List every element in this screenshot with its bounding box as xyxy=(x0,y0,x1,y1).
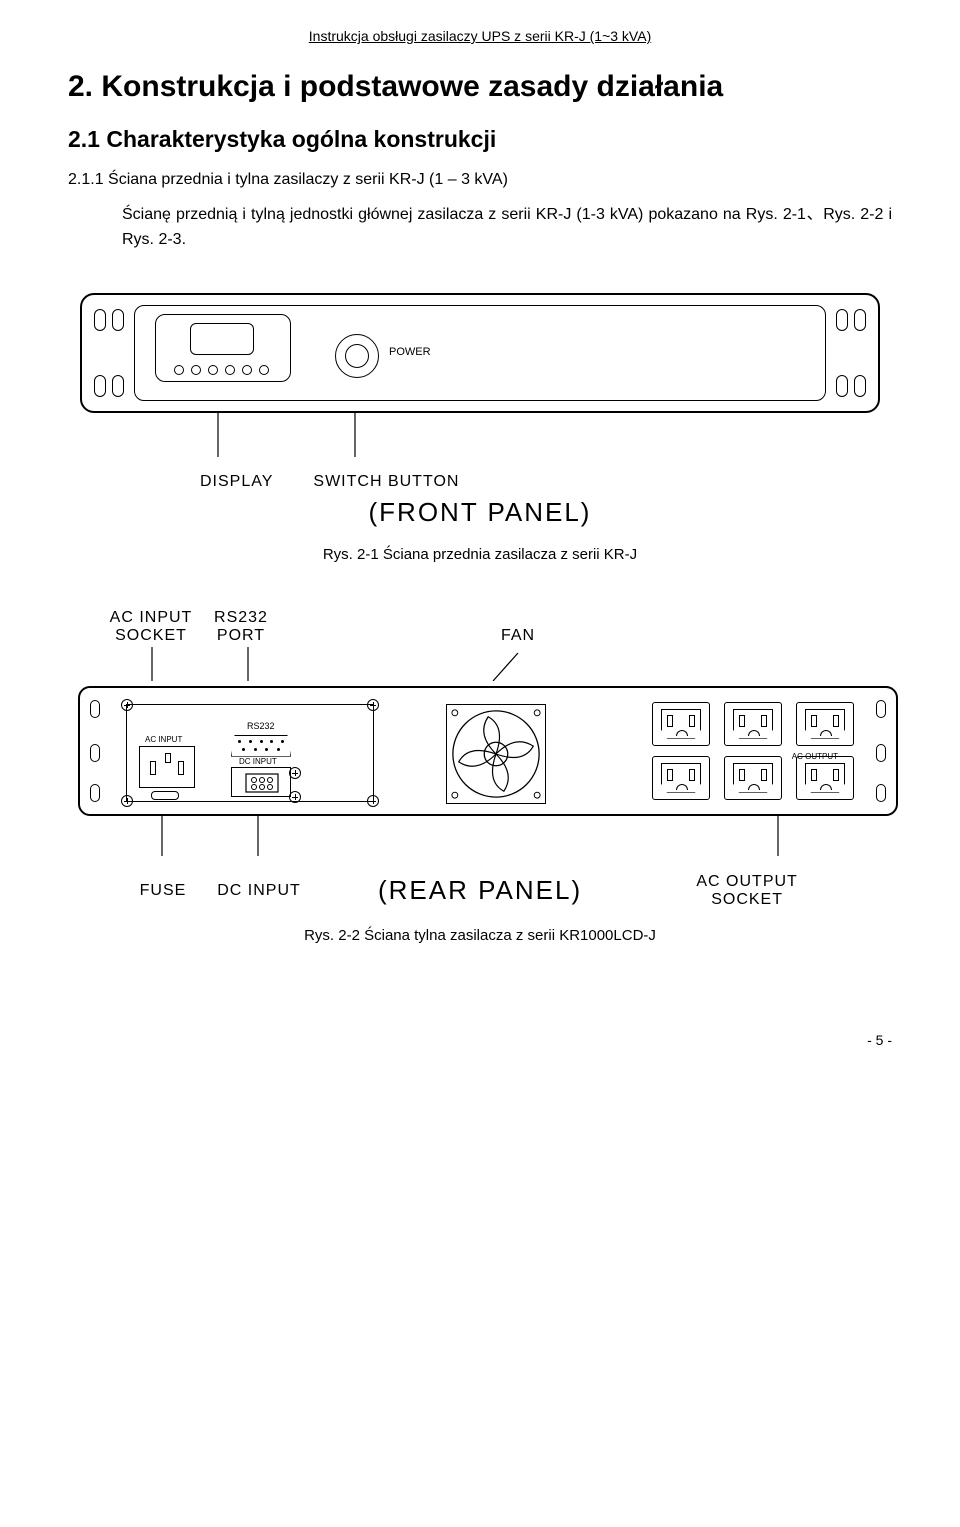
section-title: Konstrukcja i podstawowe zasady działani… xyxy=(101,70,723,103)
front-leaders xyxy=(80,413,880,469)
rack-hole xyxy=(112,309,124,331)
ac-output-label: AC OUTPUT xyxy=(682,873,812,891)
subsubsection-number: 2.1.1 xyxy=(68,171,104,188)
section-heading: 2. Konstrukcja i podstawowe zasady dział… xyxy=(68,70,892,104)
subsubsection-heading: 2.1.1 Ściana przednia i tylna zasilaczy … xyxy=(68,171,892,189)
lcd-buttons xyxy=(174,365,269,375)
rack-hole xyxy=(876,784,886,802)
rack-hole xyxy=(854,375,866,397)
rs232-small-label: RS232 xyxy=(247,721,275,731)
rack-hole xyxy=(94,375,106,397)
dc-input-connector xyxy=(231,767,291,797)
front-panel-caption: Rys. 2-1 Ściana przednia zasilacza z ser… xyxy=(78,546,882,563)
rs232-port xyxy=(231,735,291,757)
dc-input-label: DC INPUT xyxy=(204,882,314,900)
screw-icon xyxy=(121,699,133,711)
port-label: PORT xyxy=(206,627,276,645)
rear-top-labels: AC INPUT SOCKET RS232 PORT FAN xyxy=(78,609,898,645)
rack-hole xyxy=(854,309,866,331)
rear-bottom-labels: FUSE DC INPUT (REAR PANEL) AC OUTPUT SOC… xyxy=(78,873,898,909)
rear-panel-diagram: AC INPUT SOCKET RS232 PORT FAN xyxy=(78,609,882,944)
iec-outlet xyxy=(724,756,782,800)
rack-hole xyxy=(90,700,100,718)
rear-top-leaders xyxy=(78,647,898,681)
power-switch xyxy=(335,334,379,378)
rear-panel-title: (REAR PANEL) xyxy=(378,875,582,906)
rear-panel-caption: Rys. 2-2 Ściana tylna zasilacza z serii … xyxy=(78,927,882,944)
screw-icon xyxy=(367,795,379,807)
switch-button-label: SWITCH BUTTON xyxy=(313,473,459,491)
screw-icon xyxy=(367,699,379,711)
section-number: 2. xyxy=(68,70,93,103)
ac-output-sockets xyxy=(638,702,854,810)
front-label-row: DISPLAY SWITCH BUTTON xyxy=(200,473,880,491)
page-number: - 5 - xyxy=(68,1032,892,1048)
front-panel-title: (FRONT PANEL) xyxy=(80,497,880,528)
ac-input-small-label: AC INPUT xyxy=(145,735,182,744)
rs232-label: RS232 xyxy=(206,609,276,627)
rack-hole xyxy=(836,375,848,397)
paragraph-text: Ścianę przednią i tylną jednostki główne… xyxy=(122,203,892,253)
fan xyxy=(446,704,546,804)
iec-outlet xyxy=(652,702,710,746)
page-header: Instrukcja obsługi zasilaczy UPS z serii… xyxy=(68,28,892,44)
socket-label: SOCKET xyxy=(106,627,196,645)
dc-input-small-label: DC INPUT xyxy=(239,757,277,766)
power-label: POWER xyxy=(389,346,431,358)
iec-outlet xyxy=(796,756,854,800)
iec-outlet xyxy=(652,756,710,800)
front-chassis: POWER xyxy=(80,293,880,413)
subsection-title: Charakterystyka ogólna konstrukcji xyxy=(106,126,496,152)
rear-chassis: AC INPUT RS232 DC INPUT xyxy=(78,686,898,816)
rack-hole xyxy=(836,309,848,331)
subsection-number: 2.1 xyxy=(68,126,100,152)
subsection-heading: 2.1 Charakterystyka ogólna konstrukcji xyxy=(68,126,892,153)
subsubsection-title: Ściana przednia i tylna zasilaczy z seri… xyxy=(108,171,508,188)
screw-icon xyxy=(121,795,133,807)
rear-bottom-leaders xyxy=(78,816,898,864)
ac-input-label: AC INPUT xyxy=(106,609,196,627)
front-panel-diagram: POWER DISPLAY SWITCH BUTTON (FRONT PANEL… xyxy=(78,293,882,563)
rack-hole xyxy=(876,744,886,762)
iec-outlet xyxy=(724,702,782,746)
rear-plate: AC INPUT RS232 DC INPUT xyxy=(126,704,374,802)
iec-outlet xyxy=(796,702,854,746)
iec-inlet xyxy=(139,746,195,788)
socket-label-2: SOCKET xyxy=(682,891,812,909)
rack-hole xyxy=(876,700,886,718)
rack-hole xyxy=(90,744,100,762)
fuse-holder xyxy=(151,791,179,800)
lcd-module xyxy=(155,314,291,382)
lcd-screen xyxy=(190,323,254,355)
rack-hole xyxy=(94,309,106,331)
rack-hole xyxy=(90,784,100,802)
fan-label: FAN xyxy=(488,627,548,645)
front-inner-frame: POWER xyxy=(134,305,826,401)
rack-hole xyxy=(112,375,124,397)
display-label: DISPLAY xyxy=(200,473,273,491)
fuse-label: FUSE xyxy=(128,882,198,900)
